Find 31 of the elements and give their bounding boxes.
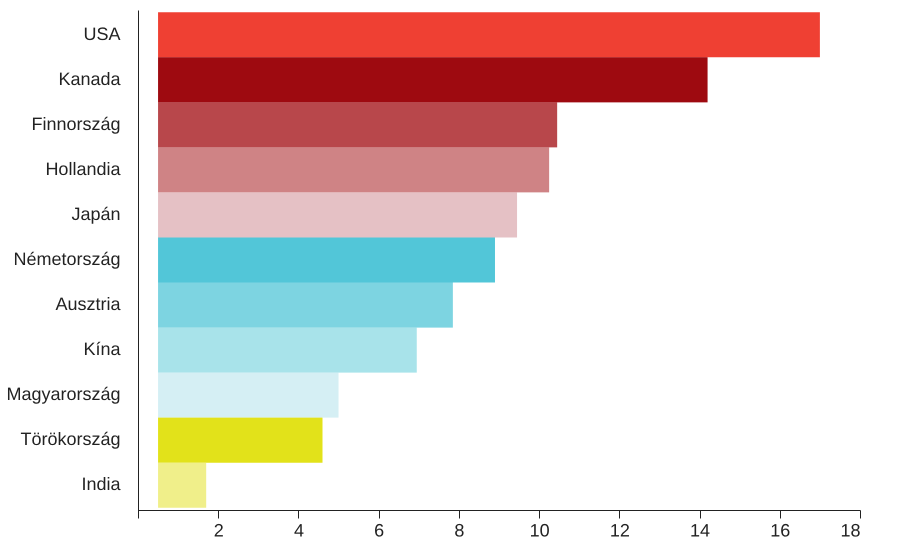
x-tick-label: 18 xyxy=(840,520,860,540)
bar xyxy=(158,328,417,373)
y-tick-label: USA xyxy=(83,24,120,44)
bar xyxy=(158,462,206,508)
y-tick-label: Hollandia xyxy=(45,158,122,179)
x-tick-label: 4 xyxy=(294,520,304,540)
y-tick-label: Kanada xyxy=(58,68,122,89)
x-tick-label: 6 xyxy=(374,520,384,540)
x-tick-label: 8 xyxy=(454,520,464,540)
y-tick-label: India xyxy=(81,474,122,494)
x-tick-label: 2 xyxy=(214,520,224,540)
x-tick-label: 14 xyxy=(690,520,710,540)
bar xyxy=(158,12,820,58)
x-tick-label: 10 xyxy=(530,520,550,540)
x-tick-label: 16 xyxy=(770,520,790,540)
y-tick-label: Japán xyxy=(71,204,120,224)
y-tick-label: Finnország xyxy=(31,114,120,134)
y-tick-label: Törökország xyxy=(20,429,120,450)
bar xyxy=(158,282,453,328)
x-tick-label: 12 xyxy=(610,520,630,540)
bar xyxy=(158,192,518,238)
y-tick-label: Ausztria xyxy=(55,294,122,314)
bar xyxy=(158,102,558,148)
bar xyxy=(158,237,495,283)
y-tick-label: Kína xyxy=(83,339,122,360)
bar xyxy=(158,57,708,102)
bar xyxy=(158,147,550,192)
bar xyxy=(158,372,339,418)
y-tick-label: Magyarország xyxy=(6,384,120,404)
bar xyxy=(158,418,323,463)
y-tick-label: Németország xyxy=(13,249,120,269)
